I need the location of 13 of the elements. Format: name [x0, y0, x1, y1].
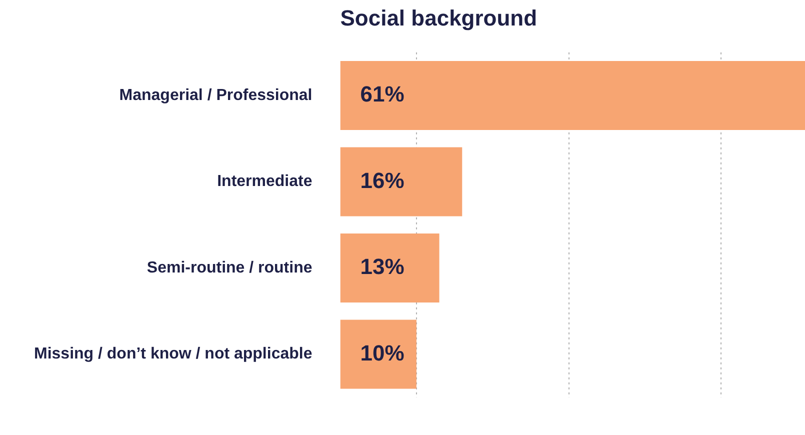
bar — [340, 147, 462, 216]
bar — [340, 320, 416, 389]
data-label: 10% — [360, 340, 404, 366]
data-label: 16% — [360, 168, 404, 193]
chart-title: Social background — [340, 5, 538, 30]
data-label: 13% — [360, 254, 404, 280]
y-tick-label: Managerial / Professional — [119, 86, 312, 104]
bar — [340, 234, 440, 303]
bar — [340, 61, 805, 130]
y-tick-label: Semi-routine / routine — [146, 259, 312, 276]
y-tick-label: Missing / don’t know / not applicable — [34, 346, 312, 363]
y-tick-label: Intermediate — [217, 173, 312, 190]
data-label: 61% — [360, 82, 404, 107]
